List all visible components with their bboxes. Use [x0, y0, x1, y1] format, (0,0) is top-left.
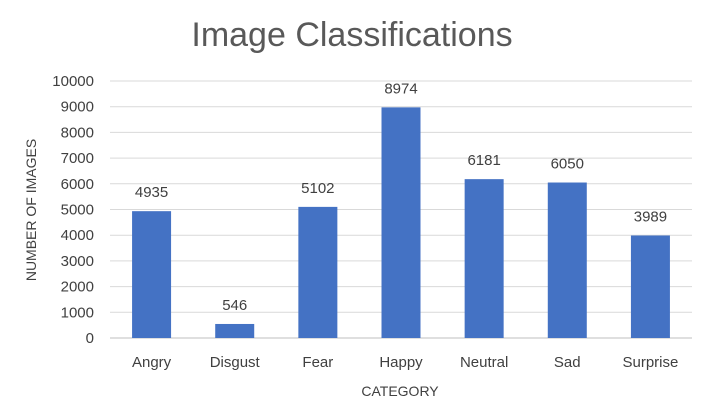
x-tick-label-neutral: Neutral — [460, 354, 508, 371]
bar-surprise — [630, 235, 670, 338]
x-tick-label-sad: Sad — [554, 354, 581, 371]
x-tick-labels: Angry Disgust Fear Happy Neutral Sad Surprise — [132, 354, 678, 371]
y-tick-label: 4000 — [61, 227, 94, 244]
data-label-happy: 8974 — [384, 80, 417, 97]
data-label-sad: 6050 — [551, 156, 584, 173]
bar-sad — [547, 182, 587, 338]
data-labels: 4935 546 5102 8974 6181 6050 3989 — [135, 80, 667, 314]
data-label-angry: 4935 — [135, 184, 168, 201]
y-tick-labels: 0 1000 2000 3000 4000 5000 6000 7000 8000 9000 100… — [52, 73, 94, 347]
x-tick-label-fear: Fear — [302, 354, 333, 371]
bar-angry — [132, 211, 172, 338]
y-tick-label: 1000 — [61, 304, 94, 321]
y-tick-label: 7000 — [61, 150, 94, 167]
y-tick-label: 3000 — [61, 253, 94, 270]
x-tick-label-happy: Happy — [379, 354, 423, 371]
y-tick-label: 6000 — [61, 176, 94, 193]
bars — [132, 107, 670, 339]
data-label-neutral: 6181 — [467, 152, 500, 169]
y-tick-label: 5000 — [61, 202, 94, 219]
x-tick-label-angry: Angry — [132, 354, 172, 371]
chart-title: Image Classifications — [191, 16, 512, 54]
y-tick-label: 0 — [86, 330, 94, 347]
data-label-disgust: 546 — [222, 297, 247, 314]
x-tick-label-disgust: Disgust — [210, 354, 261, 371]
x-axis-label: CATEGORY — [361, 383, 439, 399]
bar-neutral — [464, 179, 504, 338]
y-tick-label: 9000 — [61, 99, 94, 116]
data-label-fear: 5102 — [301, 180, 334, 197]
bar-fear — [298, 206, 338, 338]
y-axis-label: NUMBER OF IMAGES — [23, 139, 39, 281]
y-tick-label: 2000 — [61, 279, 94, 296]
bar-happy — [381, 107, 421, 339]
bar-disgust — [215, 323, 255, 338]
x-tick-label-surprise: Surprise — [622, 354, 678, 371]
y-tick-label: 10000 — [52, 73, 94, 90]
data-label-surprise: 3989 — [634, 208, 667, 225]
y-tick-label: 8000 — [61, 124, 94, 141]
